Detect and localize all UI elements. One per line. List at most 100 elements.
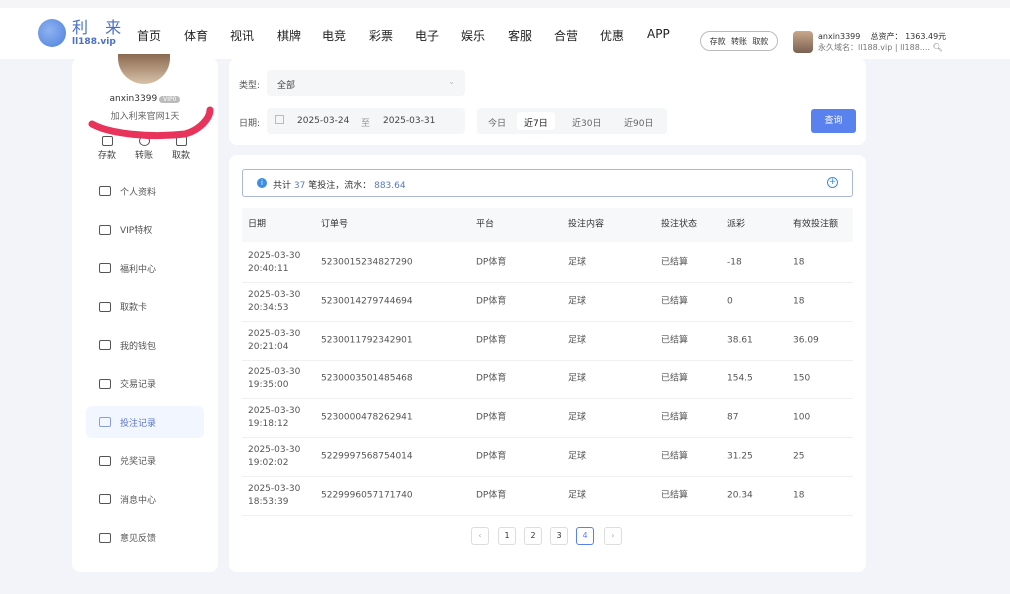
cell-status: 已结算: [661, 296, 689, 307]
search-icon[interactable]: 🔍︎: [932, 43, 943, 52]
cell-status: 已结算: [661, 451, 689, 462]
pager-next[interactable]: ›: [604, 527, 622, 545]
clipboard-icon: [99, 455, 111, 466]
column-header[interactable]: 投注状态: [661, 219, 698, 230]
cell-payout: 154.5: [727, 373, 753, 384]
sidebar-item-2[interactable]: 福利中心: [86, 252, 204, 284]
feedback-icon: [99, 532, 111, 543]
type-label: 类型:: [239, 81, 261, 91]
nav-2[interactable]: 视讯: [230, 29, 255, 43]
sidebar-item-9[interactable]: 意见反馈: [86, 522, 204, 554]
cell-platform: DP体育: [476, 257, 507, 268]
cell-status: 已结算: [661, 412, 689, 423]
table-row: 2025-03-30 19:18:12 5230000478262941 DP体育 足球…: [242, 399, 853, 439]
date-label: 日期:: [239, 119, 261, 129]
sidebar-item-0[interactable]: 个人资料: [86, 175, 204, 207]
cell-valid-bet: 18: [793, 490, 805, 501]
query-button[interactable]: 查询: [811, 109, 856, 133]
cell-date: 2025-03-30 19:18:12: [248, 406, 301, 430]
transfer-link[interactable]: 转账: [730, 36, 747, 46]
user-avatar[interactable]: [793, 31, 813, 53]
type-select[interactable]: 全部 ⌄: [267, 70, 465, 96]
cell-date: 2025-03-30 18:53:39: [248, 483, 301, 507]
nav-1[interactable]: 体育: [184, 29, 209, 43]
nav-10[interactable]: 优惠: [600, 29, 625, 43]
cell-platform: DP体育: [476, 373, 507, 384]
date-from[interactable]: 2025-03-24: [297, 116, 350, 126]
page-3[interactable]: 3: [550, 527, 568, 545]
vip-badge: VIP0: [159, 96, 181, 103]
sidebar-item-6[interactable]: 投注记录: [86, 406, 204, 438]
sidebar-item-1[interactable]: VIP特权: [86, 214, 204, 246]
logo-sub: ll188.vip: [72, 36, 116, 47]
deposit-link[interactable]: 存款: [709, 36, 726, 46]
sidebar-item-label: 取款卡: [120, 303, 148, 313]
sidebar-item-4[interactable]: 我的钱包: [86, 329, 204, 361]
page-4[interactable]: 4: [576, 527, 594, 545]
cell-payout: 20.34: [727, 490, 753, 501]
sidebar-transfer[interactable]: 转账: [135, 136, 153, 161]
bet-count: 37: [293, 181, 306, 191]
page-1[interactable]: 1: [498, 527, 516, 545]
range-7d[interactable]: 近7日: [517, 112, 555, 130]
sidebar-deposit[interactable]: 存款: [98, 136, 116, 161]
date-range-picker[interactable]: 2025-03-24 至 2025-03-31: [267, 108, 465, 134]
mail-icon: [99, 494, 111, 504]
withdraw-link[interactable]: 取款: [752, 36, 769, 46]
logo[interactable]: 利 来 ll188.vip: [38, 19, 127, 47]
avatar: [118, 54, 170, 84]
user-info: anxin3399 总资产： 1363.49元 永久域名：ll188.vip |…: [818, 31, 946, 53]
range-today[interactable]: 今日: [488, 119, 507, 129]
assets-label: 总资产：: [870, 32, 903, 41]
nav-6[interactable]: 电子: [415, 29, 440, 43]
column-header[interactable]: 日期: [248, 219, 267, 230]
summary-bar: i 共计 37 笔投注，流水： 883.64 +: [242, 169, 853, 197]
expand-plus-icon[interactable]: +: [827, 177, 838, 188]
sidebar-item-3[interactable]: 取款卡: [86, 291, 204, 323]
cell-date: 2025-03-30 19:02:02: [248, 445, 301, 468]
cell-date: 2025-03-30 20:40:11: [248, 251, 301, 274]
withdraw-icon: [175, 136, 187, 146]
assets-value: 1363.49元: [905, 32, 947, 41]
cell-content: 足球: [568, 335, 587, 346]
range-90d[interactable]: 近90日: [624, 119, 654, 129]
nav-3[interactable]: 棋牌: [277, 29, 302, 43]
cell-date: 2025-03-30 20:21:04: [248, 328, 301, 352]
nav-7[interactable]: 娱乐: [461, 29, 486, 43]
sidebar-withdraw[interactable]: 取款: [172, 136, 190, 161]
joined-text: 加入利来官网1天: [110, 112, 180, 122]
top-strip: [0, 0, 1010, 8]
nav-8[interactable]: 客服: [508, 29, 533, 43]
nav-5[interactable]: 彩票: [369, 29, 394, 43]
sidebar-item-label: 个人资料: [120, 187, 157, 198]
type-value: 全部: [277, 81, 296, 91]
nav-9[interactable]: 合营: [554, 29, 579, 43]
column-header[interactable]: 派彩: [727, 219, 746, 230]
crown-icon: [99, 224, 111, 235]
turnover-amount: 883.64: [374, 181, 406, 191]
calendar-icon: [275, 115, 284, 124]
cell-payout: -18: [727, 257, 742, 268]
sidebar-item-label: 投注记录: [120, 418, 157, 429]
nav-4[interactable]: 电竞: [322, 29, 347, 43]
column-header[interactable]: 平台: [476, 219, 495, 230]
date-to[interactable]: 2025-03-31: [383, 116, 436, 126]
sidebar-item-8[interactable]: 消息中心: [86, 483, 204, 515]
cell-valid-bet: 25: [793, 451, 805, 462]
cell-order-no: 5229996057171740: [321, 490, 413, 501]
range-30d[interactable]: 近30日: [572, 119, 602, 129]
sidebar-item-5[interactable]: 交易记录: [86, 368, 204, 400]
table-header: 日期 订单号 平台 投注内容 投注状态 派彩 有效投注额: [242, 208, 853, 242]
pager-prev[interactable]: ‹: [471, 527, 489, 545]
sidebar-item-label: VIP特权: [120, 226, 153, 236]
nav-0[interactable]: 首页: [137, 29, 162, 43]
user-name: anxin3399: [818, 32, 861, 41]
column-header[interactable]: 订单号: [321, 219, 349, 230]
nav-11[interactable]: APP: [647, 27, 670, 41]
cell-platform: DP体育: [476, 451, 507, 462]
table-row: 2025-03-30 19:02:02 5229997568754014 DP体育 足球…: [242, 438, 853, 477]
column-header[interactable]: 投注内容: [568, 219, 605, 230]
page-2[interactable]: 2: [524, 527, 542, 545]
column-header[interactable]: 有效投注额: [793, 219, 839, 230]
sidebar-item-7[interactable]: 兑奖记录: [86, 445, 204, 477]
